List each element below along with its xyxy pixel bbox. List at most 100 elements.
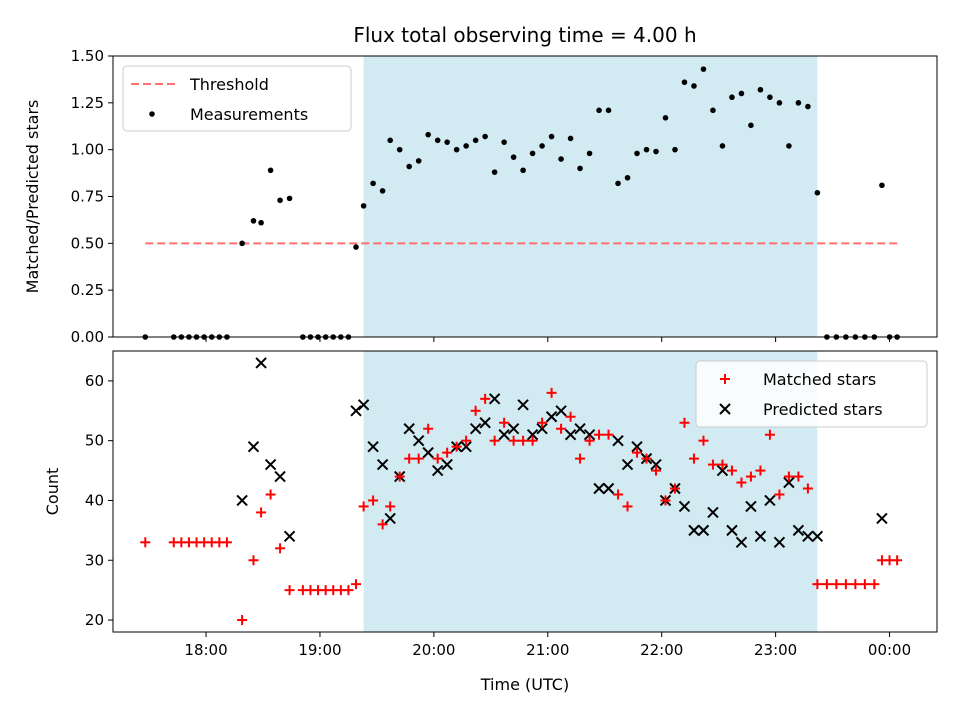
matched-star-point	[377, 519, 388, 530]
predicted-star-point	[255, 357, 267, 369]
top-y-tick-label: 0.50	[71, 234, 104, 252]
matched-star-point	[831, 579, 842, 590]
top-y-tick-label: 1.00	[71, 141, 104, 159]
matched-star-point	[385, 501, 396, 512]
matched-star-point	[892, 555, 903, 566]
measurement-point	[482, 133, 488, 140]
matched-star-point	[275, 543, 286, 554]
top-y-axis: 0.00 0.25 0.50 0.75 1.00 1.25 1.50	[71, 47, 113, 346]
matched-star-point	[413, 453, 424, 464]
measurement-point	[387, 137, 393, 144]
predicted-star-point	[688, 524, 700, 537]
predicted-star-point	[612, 434, 624, 447]
measurement-point	[795, 100, 802, 106]
predicted-star-point	[357, 399, 370, 411]
measurement-point	[605, 107, 612, 114]
top-y-tick-label: 1.50	[71, 47, 104, 65]
measurement-point	[757, 86, 764, 93]
predicted-star-point	[811, 530, 824, 543]
matched-star-point	[470, 405, 481, 416]
matched-star-point	[248, 555, 259, 566]
matched-star-point	[404, 453, 415, 464]
predicted-star-point	[517, 399, 529, 411]
matched-star-point	[745, 471, 756, 482]
matched-star-point	[140, 537, 151, 548]
chart-title: Flux total observing time = 4.00 h	[353, 23, 696, 47]
measurement-point	[729, 94, 735, 101]
measurement-point	[681, 79, 688, 86]
top-y-tick-label: 0.00	[71, 328, 104, 346]
matched-star-point	[537, 417, 548, 428]
predicted-star-point	[735, 536, 748, 549]
matched-star-point	[688, 453, 699, 464]
x-tick-label: 22:00	[640, 641, 683, 659]
measurement-point	[596, 107, 602, 114]
matched-star-point	[343, 585, 354, 596]
measurement-point	[577, 165, 583, 172]
measurement-point	[444, 139, 450, 145]
measurement-point	[719, 143, 726, 149]
predicted-star-point	[876, 512, 888, 525]
matched-star-point	[546, 387, 557, 398]
predicted-star-point	[545, 411, 558, 423]
measurement-point	[748, 122, 754, 129]
measurement-point	[415, 158, 422, 164]
measurement-point	[805, 103, 811, 110]
predicted-star-point	[773, 536, 786, 549]
measurement-point	[425, 131, 431, 138]
predicted-star-point	[536, 423, 548, 435]
measurement-point	[406, 163, 412, 170]
matched-star-point	[774, 489, 785, 500]
measurement-point	[662, 115, 669, 121]
predicted-star-point	[412, 434, 425, 447]
predicted-star-point	[403, 423, 415, 435]
count-points	[140, 357, 903, 626]
top-x-ticks	[205, 337, 891, 342]
predicted-star-point	[802, 530, 814, 543]
predicted-star-point	[745, 500, 757, 513]
x-axis-label: Time (UTC)	[480, 675, 569, 694]
bottom-panel: 20 30 40 50 60 18:00 19:00 20:00 21:00 22:00 23:0…	[43, 350, 938, 694]
top-highlight-span	[363, 56, 818, 337]
measurement-point	[510, 154, 517, 160]
matched-star-point	[451, 441, 462, 452]
predicted-star-point	[764, 494, 776, 507]
matched-star-point	[698, 435, 709, 446]
measurement-point	[567, 135, 574, 142]
matched-star-point	[368, 495, 379, 506]
predicted-star-point	[792, 524, 805, 537]
predicted-star-point	[350, 405, 362, 417]
measurement-point	[239, 240, 245, 247]
matched-star-point	[707, 459, 718, 470]
measurement-point	[491, 169, 498, 175]
predicted-star-point	[498, 428, 510, 441]
bottom-legend-box	[695, 360, 928, 428]
measurement-point	[691, 83, 697, 89]
x-tick-label: 21:00	[526, 641, 569, 659]
measurement-point	[453, 146, 460, 153]
matched-star-point	[726, 465, 737, 476]
bottom-y-axis-label: Count	[43, 468, 62, 516]
x-tick-label: 00:00	[868, 641, 911, 659]
matched-star-point	[394, 471, 405, 482]
predicted-star-point	[564, 428, 577, 441]
predicted-star-point	[384, 512, 396, 525]
measurement-point	[710, 107, 716, 114]
x-axis: 18:00 19:00 20:00 21:00 22:00 23:00 00:00	[184, 632, 911, 659]
matched-star-point	[622, 501, 633, 512]
predicted-star-point	[593, 482, 605, 495]
predicted-star-point	[602, 482, 615, 495]
measurement-point	[267, 167, 274, 174]
matched-star-point	[603, 429, 614, 440]
measurement-point	[786, 143, 792, 149]
measurement-point	[879, 182, 885, 189]
matched-star-point	[821, 579, 832, 590]
measurement-point	[643, 146, 650, 153]
matched-star-point	[869, 579, 880, 590]
measurement-point	[472, 137, 479, 144]
predicted-star-point	[678, 500, 691, 513]
predicted-star-point	[621, 458, 634, 471]
matched-star-point	[717, 459, 728, 470]
measurement-point	[250, 218, 257, 224]
